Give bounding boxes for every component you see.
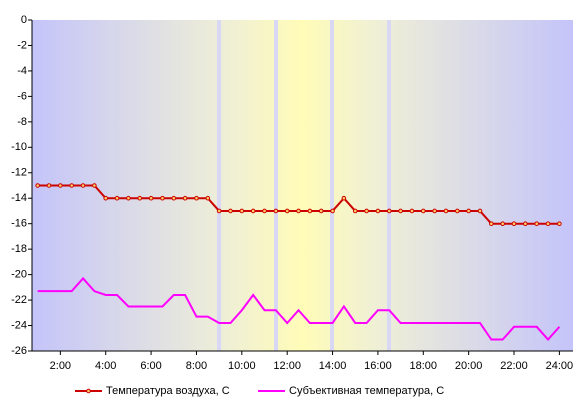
stripe	[217, 20, 221, 351]
point-marker	[523, 221, 528, 226]
point-marker	[375, 208, 381, 214]
point-marker	[364, 208, 369, 214]
x-tick-label: 18:00	[410, 360, 438, 372]
point-marker	[46, 183, 52, 188]
point-marker	[386, 208, 392, 214]
x-tick-label: 12:00	[273, 360, 301, 372]
point-marker	[35, 183, 40, 188]
point-marker	[557, 221, 562, 226]
x-tick-label: 10:00	[228, 360, 256, 372]
y-tick-label: -4	[17, 65, 27, 77]
legend: Температура воздуха, С Субъективная темпе…	[75, 385, 444, 397]
y-tick-label: -6	[17, 90, 27, 102]
point-marker	[330, 208, 335, 214]
y-tick-label: -24	[11, 319, 27, 331]
point-marker	[352, 208, 358, 214]
point-marker	[148, 195, 154, 201]
point-marker	[126, 195, 131, 201]
stripe	[330, 20, 334, 351]
y-tick-label: -18	[11, 243, 27, 255]
point-marker	[103, 195, 109, 201]
x-tick-label: 16:00	[364, 360, 392, 372]
y-tick-label: -26	[11, 345, 27, 357]
plot-background	[32, 20, 573, 351]
stripe	[274, 20, 278, 351]
y-tick-label: -12	[11, 167, 27, 179]
point-marker	[307, 208, 313, 214]
point-marker	[228, 208, 233, 214]
legend-label: Температура воздуха, С	[106, 385, 230, 397]
point-marker	[58, 183, 63, 188]
x-tick-label: 24:00	[546, 360, 574, 372]
x-tick-label: 6:00	[140, 360, 161, 372]
x-tick-label: 8:00	[186, 360, 207, 372]
point-marker	[398, 208, 403, 214]
point-marker	[69, 183, 74, 188]
point-marker	[500, 221, 505, 226]
point-marker	[137, 195, 143, 201]
stripe	[387, 20, 391, 351]
point-marker	[273, 208, 279, 214]
series-line	[37, 276, 561, 342]
y-tick-label: -20	[11, 269, 27, 281]
point-marker	[409, 208, 415, 214]
point-marker	[80, 183, 86, 188]
point-marker	[534, 221, 540, 226]
point-marker	[182, 195, 188, 201]
point-marker	[205, 195, 211, 201]
point-marker	[114, 195, 120, 201]
point-marker	[443, 208, 449, 214]
point-marker	[511, 221, 517, 226]
point-marker	[160, 195, 165, 201]
point-marker	[92, 183, 97, 188]
legend-label: Субъективная температура, С	[289, 385, 444, 397]
point-marker	[341, 195, 347, 201]
x-tick-label: 2:00	[50, 360, 71, 372]
point-marker	[420, 208, 426, 214]
x-tick-label: 14:00	[319, 360, 347, 372]
point-marker	[216, 208, 222, 214]
point-marker	[489, 221, 494, 226]
point-marker	[296, 208, 301, 214]
point-marker	[284, 208, 290, 214]
y-tick-label: -2	[17, 39, 27, 51]
x-tick-label: 22:00	[500, 360, 528, 372]
y-tick-label: -8	[17, 116, 27, 128]
point-marker	[262, 208, 267, 214]
point-marker	[545, 221, 551, 226]
y-tick-label: -14	[11, 192, 27, 204]
legend-marker	[86, 388, 91, 394]
x-tick-label: 4:00	[95, 360, 116, 372]
point-marker	[239, 208, 245, 214]
point-marker	[466, 208, 471, 214]
point-marker	[318, 208, 324, 214]
point-marker	[171, 195, 177, 201]
y-tick-label: -16	[11, 218, 27, 230]
y-tick-label: -10	[11, 141, 27, 153]
point-marker	[250, 208, 256, 214]
x-tick-label: 20:00	[455, 360, 483, 372]
point-marker	[477, 208, 483, 214]
point-marker	[432, 208, 437, 214]
y-tick-label: -22	[11, 294, 27, 306]
y-tick-label: 0	[21, 14, 27, 26]
point-marker	[194, 195, 199, 201]
point-marker	[455, 208, 460, 214]
